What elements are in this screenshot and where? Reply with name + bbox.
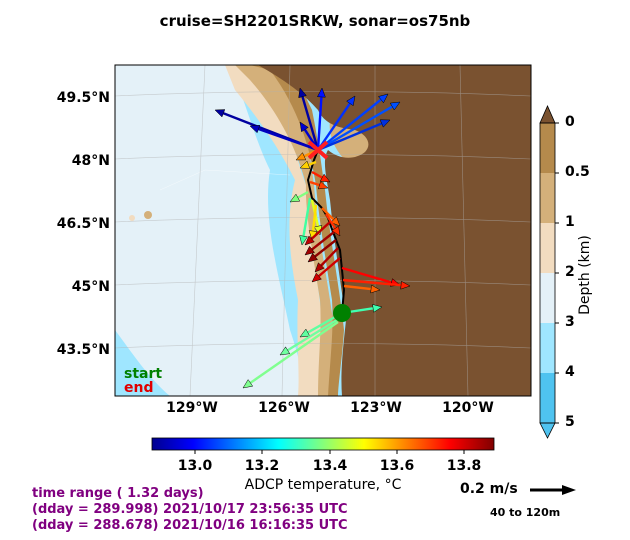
velocity-vector <box>287 316 341 352</box>
temp-tick-label: 13.8 <box>446 458 482 474</box>
lon-label: 126°W <box>258 400 310 416</box>
velocity-vector-head <box>299 235 308 246</box>
velocity-vector <box>309 180 320 187</box>
temp-bar-title: ADCP temperature, °C <box>244 477 402 493</box>
velocity-vector-head <box>319 173 331 183</box>
velocity-vector-head <box>304 235 315 246</box>
velocity-vector <box>317 98 382 151</box>
temperature-colorbar <box>151 437 495 454</box>
map-area <box>115 65 531 396</box>
velocity-vector-head <box>307 252 318 263</box>
velocity-vector-head <box>299 160 311 169</box>
end-label: end <box>124 380 154 396</box>
velocity-vector <box>302 197 312 237</box>
lat-label: 48°N <box>71 153 110 169</box>
abyssal-plain <box>115 65 302 396</box>
temp-tick-label: 13.4 <box>312 458 348 474</box>
velocity-vector-head <box>214 109 226 118</box>
velocity-vector <box>317 122 383 152</box>
velocity-vector <box>324 213 337 230</box>
depth-tick-label: 0.5 <box>565 164 590 180</box>
velocity-vector-head <box>299 328 311 338</box>
velocity-vector-head <box>289 193 301 203</box>
depth-tick-label: 1 <box>565 214 575 230</box>
velocity-vector <box>311 170 323 179</box>
temp-tick-label: 13.6 <box>379 458 415 474</box>
end-time-text: (dday = 289.998) 2021/10/17 23:56:35 UTC <box>32 502 348 517</box>
velocity-vector-head <box>311 272 322 283</box>
depth-tick-label: 3 <box>565 314 575 330</box>
velocity-vector <box>310 221 331 240</box>
velocity-vector-head <box>314 262 325 273</box>
velocity-vector <box>314 239 337 258</box>
temp-tick-label: 13.2 <box>244 458 280 474</box>
velocity-vector-head <box>317 87 326 98</box>
depth-tick-label: 4 <box>565 364 575 380</box>
velocity-vector <box>301 96 320 151</box>
map-frame <box>114 64 532 397</box>
depth-tick-label: 2 <box>565 264 575 280</box>
velocity-vector-head <box>346 95 356 107</box>
velocity-vector-head <box>389 101 401 111</box>
lat-label: 49.5°N <box>56 90 110 106</box>
velocity-vector-head <box>331 225 341 237</box>
velocity-vector-head <box>370 284 381 294</box>
lat-label: 43.5°N <box>56 342 110 358</box>
velocity-vector-head <box>279 346 291 356</box>
start-time-text: (dday = 288.678) 2021/10/16 16:16:35 UTC <box>32 518 348 533</box>
velocity-vector-head <box>372 304 383 313</box>
velocity-vector <box>318 257 341 278</box>
velocity-vector <box>316 96 323 151</box>
time-range-text: time range ( 1.32 days) <box>32 486 204 501</box>
lon-label: 129°W <box>166 400 218 416</box>
depth-tick-label: 0 <box>565 114 575 130</box>
velocity-vector <box>297 190 309 199</box>
velocity-vector <box>342 278 402 287</box>
velocity-vector <box>308 160 317 166</box>
velocity-vector-head <box>298 87 307 99</box>
scale-arrow <box>530 485 576 495</box>
velocity-vector <box>311 231 335 251</box>
velocity-vector-head <box>295 152 307 161</box>
velocity-vector <box>258 127 319 152</box>
end-marker <box>307 140 329 160</box>
depth-colorbar <box>539 105 559 439</box>
depth-bar-title: Depth (km) <box>577 235 593 315</box>
lon-label: 120°W <box>442 400 494 416</box>
velocity-vector-head <box>242 379 254 389</box>
velocity-vector <box>320 247 339 267</box>
lat-label: 46.5°N <box>56 216 110 232</box>
land <box>258 65 531 396</box>
velocity-vector-head <box>249 124 261 134</box>
lon-label: 123°W <box>350 400 402 416</box>
velocity-vector-head <box>304 245 315 256</box>
velocity-vector-head <box>330 216 341 227</box>
velocity-vector <box>343 284 372 291</box>
velocity-vector-head <box>317 180 329 190</box>
velocity-vector <box>317 102 351 151</box>
velocity-vector <box>341 266 392 284</box>
velocity-vector <box>317 105 393 152</box>
start-marker <box>333 304 351 322</box>
scale-label: 0.2 m/s <box>460 481 518 497</box>
velocity-vector-head <box>379 119 391 128</box>
depth-range-label: 40 to 120m <box>490 506 561 519</box>
seamount <box>129 215 135 221</box>
velocity-vector <box>311 204 318 232</box>
depth-tick-label: 5 <box>565 414 575 430</box>
velocity-vector <box>321 207 335 221</box>
temp-tick-label: 13.0 <box>177 458 213 474</box>
figure-title: cruise=SH2201SRKW, sonar=os75nb <box>159 12 471 30</box>
seamount <box>144 211 152 219</box>
velocity-vector-head <box>378 93 389 104</box>
slope-1 <box>225 65 322 396</box>
velocity-vector-head <box>299 121 309 133</box>
lat-label: 45°N <box>71 279 110 295</box>
shelf <box>250 65 344 396</box>
start-label: start <box>124 366 163 382</box>
velocity-vector-head <box>400 280 411 290</box>
velocity-vector <box>249 321 339 384</box>
